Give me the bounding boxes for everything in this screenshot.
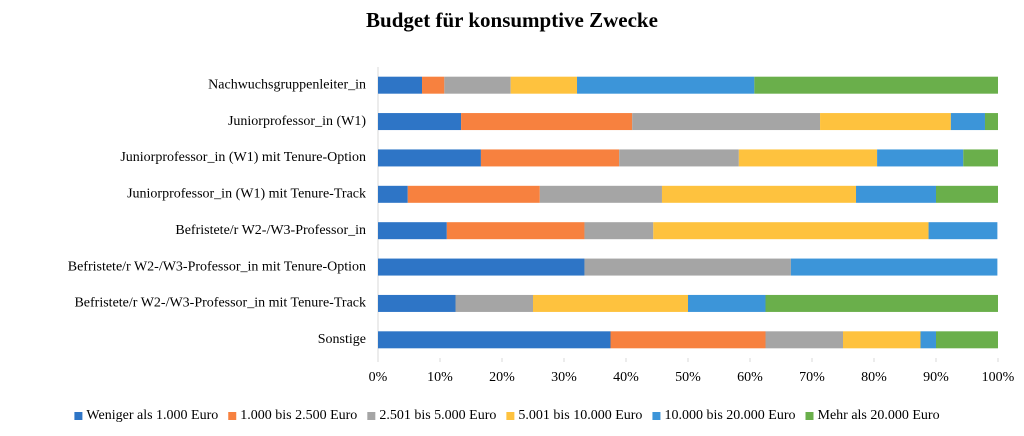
bar-segment [539,185,662,203]
y-tick-label: Nachwuchsgruppenleiter_in [208,77,366,92]
bar-segment [378,258,585,276]
bar-segment [950,113,985,131]
bar-segment [378,76,423,94]
legend-label: 5.001 bis 10.000 Euro [518,408,642,423]
bar-segment [653,222,929,240]
bar-segment [738,149,878,167]
bar-segment [661,185,857,203]
bar-segment [378,113,462,131]
legend-label: 1.000 bis 2.500 Euro [240,408,357,423]
bar-segment [378,149,481,167]
x-tick-label: 80% [861,370,887,385]
bar-segment [765,294,998,312]
legend-label: 2.501 bis 5.000 Euro [379,408,496,423]
bar-segment [754,76,998,94]
y-tick-label: Juniorprofessor_in (W1) mit Tenure-Optio… [120,150,366,165]
bar-segment [378,185,408,203]
bar-segment [843,331,921,349]
bar-segment [378,331,611,349]
bar-segment [632,113,821,131]
bar-segment [584,258,791,276]
bar-segment [820,113,951,131]
bar-segment [461,113,633,131]
bar-segment [584,222,654,240]
bar-segment [378,294,456,312]
bar-segment [533,294,688,312]
legend-swatch [367,412,376,420]
y-tick-label: Befristete/r W2-/W3-Professor_in mit Ten… [74,296,366,311]
x-tick-label: 90% [923,370,949,385]
legend-label: 10.000 bis 20.000 Euro [664,408,795,423]
y-tick-label: Juniorprofessor_in (W1) mit Tenure-Track [127,187,366,202]
bar-segment [610,331,766,349]
bar-segment [455,294,533,312]
bar-segment [688,294,766,312]
bar-segment [928,222,998,240]
x-tick-label: 20% [489,370,515,385]
bar-segment [984,113,998,131]
bar-segment [856,185,936,203]
x-tick-label: 50% [675,370,701,385]
legend-swatch [652,412,661,420]
bar-segment [378,222,447,240]
bar-segment [765,331,843,349]
bar-segment [407,185,540,203]
bar-segment [920,331,936,349]
chart-title: Budget für konsumptive Zwecke [366,8,658,32]
bar-segment [444,76,511,94]
x-tick-label: 60% [737,370,763,385]
x-tick-label: 30% [551,370,577,385]
legend-swatch [506,412,515,420]
bar-segment [877,149,964,167]
legend-swatch [74,412,83,420]
bar-segment [936,331,998,349]
x-tick-label: 70% [799,370,825,385]
y-tick-label: Befristete/r W2-/W3-Professor_in mit Ten… [68,259,366,274]
y-tick-label: Befristete/r W2-/W3-Professor_in [175,223,366,238]
x-tick-label: 40% [613,370,639,385]
bar-segment [480,149,620,167]
legend-swatch [805,412,814,420]
x-tick-label: 100% [982,370,1015,385]
x-tick-label: 10% [427,370,453,385]
legend-label: Mehr als 20.000 Euro [818,408,940,423]
bar-segment [446,222,585,240]
y-tick-label: Juniorprofessor_in (W1) [228,114,366,129]
bar-segment [619,149,739,167]
bar-segment [963,149,998,167]
bar-segment [422,76,445,94]
bar-segment [510,76,578,94]
bar-segment [936,185,998,203]
y-tick-label: Sonstige [318,332,366,347]
legend-label: Weniger als 1.000 Euro [86,408,218,423]
bar-segment [577,76,755,94]
legend-swatch [228,412,237,420]
bar-segment [790,258,998,276]
x-tick-label: 0% [369,370,388,385]
